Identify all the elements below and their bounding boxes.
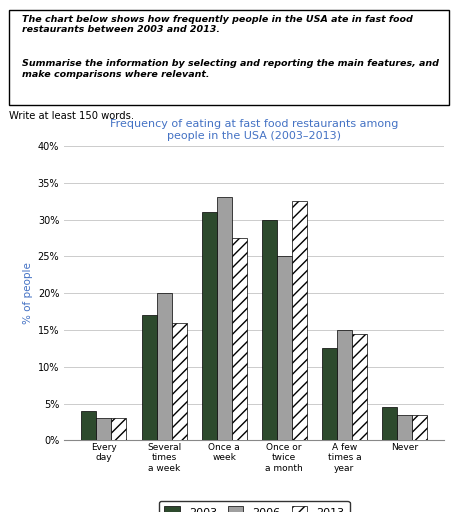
Bar xyxy=(382,407,397,440)
Bar xyxy=(217,198,232,440)
Bar xyxy=(172,323,186,440)
Bar xyxy=(142,315,157,440)
Text: The chart below shows how frequently people in the USA ate in fast food
restaura: The chart below shows how frequently peo… xyxy=(22,15,413,34)
Bar xyxy=(82,411,97,440)
Bar xyxy=(292,201,307,440)
Legend: 2003, 2006, 2013: 2003, 2006, 2013 xyxy=(158,501,350,512)
Text: Summarise the information by selecting and reporting the main features, and
make: Summarise the information by selecting a… xyxy=(22,59,439,79)
Bar xyxy=(97,418,111,440)
Text: Write at least 150 words.: Write at least 150 words. xyxy=(9,111,134,121)
Bar xyxy=(337,330,352,440)
Title: Frequency of eating at fast food restaurants among
people in the USA (2003–2013): Frequency of eating at fast food restaur… xyxy=(110,119,398,141)
Bar xyxy=(202,212,217,440)
Bar xyxy=(262,220,277,440)
Bar xyxy=(157,293,172,440)
Bar xyxy=(397,415,412,440)
Bar xyxy=(322,348,337,440)
Bar xyxy=(232,238,247,440)
Bar xyxy=(277,257,292,440)
Bar xyxy=(412,415,427,440)
Y-axis label: % of people: % of people xyxy=(23,262,33,324)
FancyBboxPatch shape xyxy=(9,10,449,105)
Bar xyxy=(352,334,367,440)
Bar xyxy=(111,418,126,440)
